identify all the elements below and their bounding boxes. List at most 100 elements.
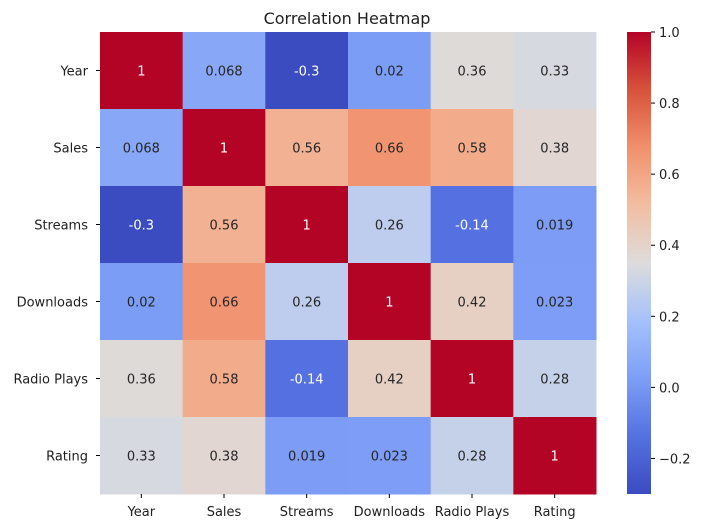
heatmap-cell-labels: 1 0.068 -0.3 0.02 0.36 0.33 0.068 1 0.56 0.66 0.58…	[123, 65, 574, 465]
heatmap-cell-label: -0.14	[290, 373, 324, 388]
heatmap-cell	[100, 32, 184, 110]
heatmap-cell-label: 0.36	[458, 65, 487, 80]
heatmap-cell	[430, 109, 514, 187]
heatmap-cell-label: -0.14	[455, 219, 489, 234]
heatmap-cell-label: 1	[220, 142, 228, 157]
y-tick-label: Year	[59, 65, 88, 80]
heatmap-cell-label: 0.42	[458, 296, 487, 311]
heatmap-cell	[265, 417, 349, 495]
heatmap-cell	[182, 109, 266, 187]
heatmap-cell-label: 0.023	[371, 450, 408, 465]
heatmap-cell-label: 0.26	[292, 296, 321, 311]
x-tick-label: Downloads	[354, 505, 426, 520]
colorbar-tick-label: 0.2	[659, 310, 680, 325]
colorbar-tick-label: 1.0	[659, 26, 680, 41]
heatmap-cell	[513, 186, 597, 264]
heatmap-cell-label: 1	[137, 65, 145, 80]
heatmap-cell	[182, 263, 266, 341]
heatmap-cell	[100, 263, 184, 341]
colorbar: −0.2 0.0 0.2 0.4 0.6 0.8 1.0	[627, 26, 691, 494]
heatmap-cell	[430, 186, 514, 264]
heatmap-cell-label: 1	[551, 450, 559, 465]
colorbar-gradient	[627, 32, 651, 494]
heatmap-cell	[265, 340, 349, 418]
heatmap-cell-label: 0.38	[540, 142, 569, 157]
heatmap-cell	[348, 32, 432, 110]
heatmap-cell	[182, 340, 266, 418]
heatmap-cell	[430, 340, 514, 418]
x-tick-label: Radio Plays	[435, 505, 510, 520]
colorbar-tick-label: 0.6	[659, 168, 680, 183]
x-axis: Year Sales Streams Downloads Radio Plays Rati…	[127, 494, 576, 520]
heatmap-cell-label: 0.26	[375, 219, 404, 234]
heatmap-cell-label: 0.33	[540, 65, 569, 80]
heatmap-cell-label: 0.58	[458, 142, 487, 157]
heatmap-cell	[265, 32, 349, 110]
x-tick-label: Sales	[207, 505, 242, 520]
heatmap-cell-label: 0.02	[127, 296, 156, 311]
heatmap-cell-label: 0.66	[375, 142, 404, 157]
heatmap-cell-label: 0.019	[536, 219, 573, 234]
heatmap-cell	[513, 417, 597, 495]
y-tick-label: Rating	[46, 450, 88, 465]
chart-title: Correlation Heatmap	[264, 9, 431, 28]
heatmap-cell-label: 0.36	[127, 373, 156, 388]
heatmap-cell-label: 0.068	[205, 65, 242, 80]
heatmap-cell-label: 0.068	[123, 142, 160, 157]
heatmap-cell	[100, 186, 184, 264]
heatmap-cell-label: 0.42	[375, 373, 404, 388]
heatmap-cell	[348, 109, 432, 187]
heatmap-cell	[100, 417, 184, 495]
heatmap-cell-label: 0.56	[210, 219, 239, 234]
heatmap-cell-label: 0.023	[536, 296, 573, 311]
x-tick-label: Year	[127, 505, 156, 520]
heatmap-cell	[348, 186, 432, 264]
heatmap-cell-label: -0.3	[294, 65, 319, 80]
x-tick-label: Streams	[280, 505, 334, 520]
heatmap-cell	[182, 32, 266, 110]
heatmap-cell-label: 0.28	[458, 450, 487, 465]
heatmap-cell	[265, 263, 349, 341]
heatmap-cell-label: 0.28	[540, 373, 569, 388]
heatmap-cell-label: 0.33	[127, 450, 156, 465]
heatmap-cell-label: 1	[468, 373, 476, 388]
heatmap-cell	[265, 109, 349, 187]
heatmap-cell-label: 0.66	[210, 296, 239, 311]
colorbar-tick-label: 0.0	[659, 381, 680, 396]
heatmap-cell	[430, 263, 514, 341]
heatmap-cell	[430, 417, 514, 495]
heatmap-cell	[348, 263, 432, 341]
heatmap-cell-label: 1	[303, 219, 311, 234]
colorbar-tick-label: 0.8	[659, 97, 680, 112]
y-axis: Year Sales Streams Downloads Radio Plays Rati…	[13, 65, 100, 465]
heatmap-cell	[100, 340, 184, 418]
heatmap-cell	[100, 109, 184, 187]
heatmap-cell	[182, 417, 266, 495]
y-tick-label: Sales	[53, 142, 88, 157]
y-tick-label: Streams	[34, 219, 88, 234]
heatmap-cell-label: 0.58	[210, 373, 239, 388]
heatmap-cell	[348, 340, 432, 418]
heatmap-cell-label: 0.019	[288, 450, 325, 465]
heatmap-cell	[513, 340, 597, 418]
heatmap-cell-label: -0.3	[129, 219, 154, 234]
colorbar-tick-label: −0.2	[659, 452, 691, 467]
heatmap-cell	[348, 417, 432, 495]
heatmap-cell-label: 1	[385, 296, 393, 311]
colorbar-tick-label: 0.4	[659, 239, 680, 254]
x-tick-label: Rating	[534, 505, 576, 520]
heatmap-cell	[182, 186, 266, 264]
y-tick-label: Downloads	[17, 296, 89, 311]
heatmap-cell-label: 0.56	[292, 142, 321, 157]
heatmap-cells	[100, 32, 597, 495]
heatmap-cell	[265, 186, 349, 264]
heatmap-cell-label: 0.38	[210, 450, 239, 465]
heatmap-cell	[430, 32, 514, 110]
heatmap-cell	[513, 263, 597, 341]
heatmap-cell-label: 0.02	[375, 65, 404, 80]
heatmap-cell	[513, 32, 597, 110]
heatmap-cell	[513, 109, 597, 187]
y-tick-label: Radio Plays	[13, 373, 88, 388]
